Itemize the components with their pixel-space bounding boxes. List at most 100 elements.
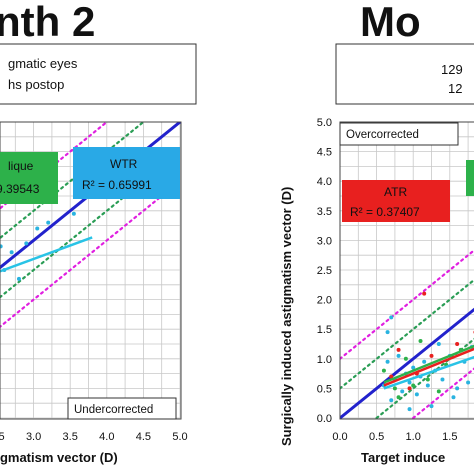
left-x-ticks: 2.5 3.0 3.5 4.0 4.5 5.0 xyxy=(0,431,188,443)
left-x-tick-label: 5.0 xyxy=(172,431,187,443)
right-data-point xyxy=(422,291,427,296)
right-y-tick-label: 0.0 xyxy=(317,413,332,425)
right-data-point xyxy=(411,383,416,388)
right-overcorrected-label: Overcorrected xyxy=(346,129,419,141)
left-ref-line-magenta-lower xyxy=(0,180,181,329)
right-data-point xyxy=(396,353,401,358)
right-data-point xyxy=(414,392,419,397)
left-data-point xyxy=(0,244,3,249)
right-x-tick-label: 0.0 xyxy=(332,431,347,443)
left-cohort-box xyxy=(0,43,197,105)
left-badge-wtr: WTR R² = 0.65991 xyxy=(73,147,180,199)
right-y-tick-label: 4.5 xyxy=(317,147,332,159)
right-y-tick-label: 1.0 xyxy=(317,354,332,366)
left-badge-wtr-box xyxy=(73,147,180,199)
left-data-point xyxy=(9,250,14,255)
right-data-point xyxy=(466,380,471,385)
right-y-axis-label: Surgically induced astigmatism vector (D… xyxy=(279,187,294,446)
left-fit-line-wtr xyxy=(0,236,93,273)
right-data-point xyxy=(425,383,430,388)
left-x-tick-label: 4.0 xyxy=(99,431,114,443)
right-plot-frame xyxy=(339,121,474,420)
left-cohort-line-2: hs postop xyxy=(8,77,64,92)
left-x-tick-label: 3.5 xyxy=(63,431,78,443)
left-cohort-line-1: gmatic eyes xyxy=(8,56,78,71)
right-data-point xyxy=(396,395,401,400)
left-data-point xyxy=(35,226,40,231)
left-undercorrected-box xyxy=(67,397,177,420)
right-x-axis-label: Target induce xyxy=(361,450,445,465)
right-ref-line-magenta-upper xyxy=(340,249,474,360)
right-data-point xyxy=(455,342,460,346)
left-badge-oblique: lique 9.39543 xyxy=(0,152,58,204)
right-y-tick-label: 1.5 xyxy=(317,324,332,336)
right-data-point xyxy=(455,386,460,391)
right-data-point xyxy=(422,359,427,364)
right-ref-line-magenta-lower xyxy=(412,367,474,419)
right-cohort-box xyxy=(335,43,474,105)
right-plot-area xyxy=(339,121,474,420)
left-data-point xyxy=(71,211,76,216)
right-badge-atr-box xyxy=(342,180,450,222)
right-y-tick-label: 2.5 xyxy=(317,265,332,277)
left-undercorrected-label: Undercorrected xyxy=(74,404,153,416)
right-data-point xyxy=(389,374,394,379)
right-y-tick-label: 3.0 xyxy=(317,235,332,247)
right-overcorrected-box xyxy=(339,122,459,146)
right-badge-oblique-partial xyxy=(466,160,474,196)
right-data-point xyxy=(411,365,416,370)
right-x-tick-label: 1.0 xyxy=(406,431,421,443)
right-x-ticks: 0.00.51.01.52.0 xyxy=(332,431,457,443)
right-fit-line-oblique xyxy=(383,344,474,384)
left-x-tick-label: 3.0 xyxy=(26,431,41,443)
right-y-tick-label: 0.5 xyxy=(317,383,332,395)
left-data-point xyxy=(16,276,21,281)
right-data-point xyxy=(436,342,441,346)
right-data-point xyxy=(407,407,412,412)
right-data-point xyxy=(440,377,445,382)
left-x-tick-label: 2.5 xyxy=(0,431,5,443)
right-cohort-line-2: 12 xyxy=(448,81,462,96)
right-fit-line-atr xyxy=(383,347,474,387)
left-panel-title: nth 2 xyxy=(0,0,95,45)
right-x-tick-label: 0.5 xyxy=(369,431,384,443)
right-data-point xyxy=(385,330,390,335)
left-x-tick-label: 4.5 xyxy=(136,431,151,443)
right-y-tick-label: 3.5 xyxy=(317,206,332,218)
left-x-axis-label: tigmatism vector (D) xyxy=(0,450,118,465)
right-data-point xyxy=(389,398,394,403)
right-y-tick-label: 5.0 xyxy=(317,117,332,129)
right-data-point xyxy=(407,386,412,391)
right-badge-atr-line-1: ATR xyxy=(384,185,407,199)
right-y-tick-label: 4.0 xyxy=(317,176,332,188)
right-data-point xyxy=(407,380,412,385)
right-data-point xyxy=(451,395,456,400)
right-data-point xyxy=(429,353,434,358)
right-data-point xyxy=(429,404,434,409)
right-data-point xyxy=(389,315,394,320)
right-data-point xyxy=(396,347,401,352)
left-badge-oblique-box xyxy=(0,152,58,204)
left-badge-wtr-line-2: R² = 0.65991 xyxy=(82,178,152,192)
right-badge-atr-line-2: R² = 0.37407 xyxy=(350,205,420,219)
right-y-tick-label: 2.0 xyxy=(317,295,332,307)
right-data-point xyxy=(418,339,423,344)
right-data-point xyxy=(436,389,441,394)
right-data-point xyxy=(381,368,386,373)
right-ref-line-identity xyxy=(340,307,474,419)
right-data-point xyxy=(403,356,408,361)
left-data-point xyxy=(24,241,29,246)
left-badge-oblique-line-1: lique xyxy=(8,159,34,173)
left-data-point xyxy=(46,220,51,225)
right-data-point xyxy=(400,389,405,394)
right-cohort-line-1: 129 xyxy=(441,62,463,77)
right-data-point xyxy=(385,359,390,364)
right-fit-line-wtr xyxy=(383,355,474,390)
right-data-point xyxy=(392,386,397,391)
right-data-point xyxy=(425,377,430,382)
right-panel-title: Mo xyxy=(360,0,421,45)
right-badge-atr: ATR R² = 0.37407 xyxy=(342,180,450,222)
left-badge-oblique-line-2: 9.39543 xyxy=(0,182,40,196)
right-y-ticks: 0.0 0.5 1.0 1.5 2.0 2.5 3.0 3.5 4.0 4.5 5.0 xyxy=(317,117,332,425)
